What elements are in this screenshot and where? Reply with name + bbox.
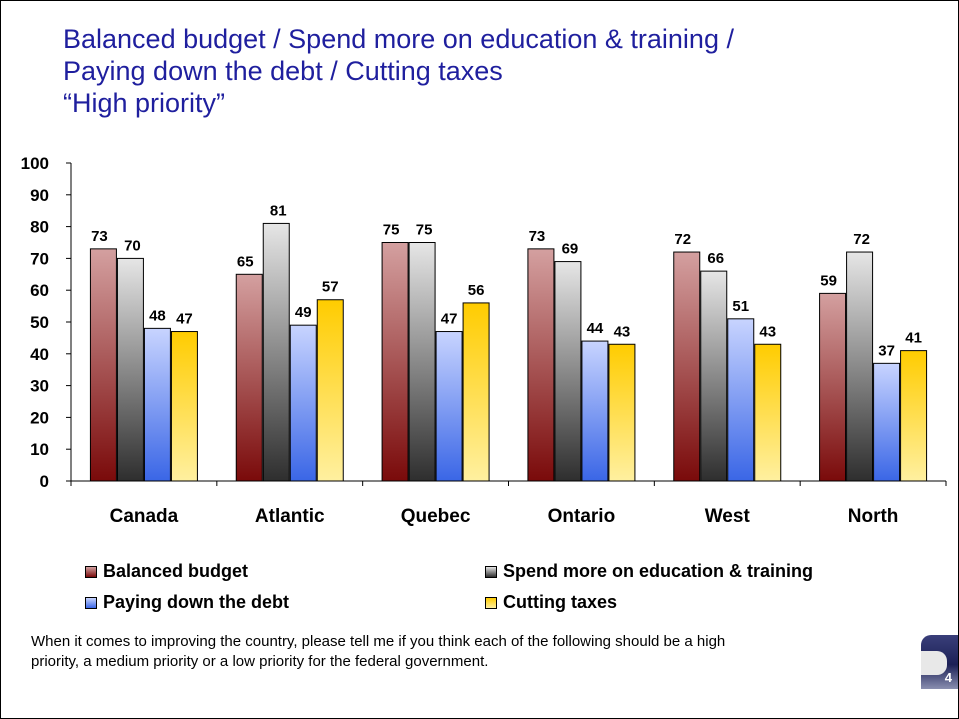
data-label-quebec-spend-more-on-education-training: 75 xyxy=(416,222,433,239)
legend-label-balanced-budget: Balanced budget xyxy=(103,561,249,581)
data-label-ontario-balanced-budget: 73 xyxy=(529,228,546,245)
category-label-ontario: Ontario xyxy=(548,506,616,527)
bar-quebec-cutting-taxes xyxy=(462,302,490,482)
data-label-canada-paying-down-the-debt: 48 xyxy=(149,307,166,324)
bar-north-cutting-taxes xyxy=(900,350,928,482)
page-number: 4 xyxy=(944,670,952,685)
bar-canada-cutting-taxes xyxy=(170,331,198,482)
category-labels: Canada Atlantic Quebec Ontario West North xyxy=(110,506,899,527)
category-label-west: West xyxy=(705,506,751,527)
y-tick-label: 90 xyxy=(30,186,49,205)
legend-item-cutting-taxes: Cutting taxes xyxy=(485,592,617,613)
data-label-west-spend-more-on-education-training: 66 xyxy=(707,250,724,267)
legend-item-paying-debt: Paying down the debt xyxy=(85,592,289,613)
title-line-3: “High priority” xyxy=(63,88,226,118)
category-label-atlantic: Atlantic xyxy=(255,506,325,527)
bar-west-spend-more-on-education-training xyxy=(700,270,728,482)
data-label-west-balanced-budget: 72 xyxy=(674,231,691,248)
bar-quebec-balanced-budget xyxy=(381,242,409,482)
bar-north-balanced-budget xyxy=(819,292,847,482)
title-line-1: Balanced budget / Spend more on educatio… xyxy=(63,24,734,54)
bar-atlantic-balanced-budget xyxy=(235,273,263,482)
y-tick-label: 20 xyxy=(30,408,49,427)
y-tick-label: 100 xyxy=(21,154,49,173)
legend-item-education: Spend more on education & training xyxy=(485,561,813,582)
data-label-canada-spend-more-on-education-training: 70 xyxy=(124,237,141,254)
survey-question-footnote: When it comes to improving the country, … xyxy=(31,633,726,670)
data-labels: 73 70 48 47 65 81 49 57 75 75 47 56 73 69 44 43 72 66 51 43… xyxy=(91,202,922,359)
bar-canada-paying-down-the-debt xyxy=(143,327,171,482)
y-tick-label: 30 xyxy=(30,377,49,396)
bar-atlantic-cutting-taxes xyxy=(316,299,344,482)
title-line-2: Paying down the debt / Cutting taxes xyxy=(63,56,503,86)
legend-swatch-education xyxy=(485,565,497,578)
data-label-north-balanced-budget: 59 xyxy=(820,272,837,289)
bar-ontario-cutting-taxes xyxy=(608,343,636,482)
bar-ontario-paying-down-the-debt xyxy=(581,340,609,482)
legend-label-education: Spend more on education & training xyxy=(503,561,814,581)
y-tick-label: 40 xyxy=(30,345,49,364)
data-label-canada-balanced-budget: 73 xyxy=(91,228,108,245)
legend-label-cutting-taxes: Cutting taxes xyxy=(503,592,618,612)
bar-quebec-paying-down-the-debt xyxy=(435,331,463,482)
slide-title: Balanced budget / Spend more on educatio… xyxy=(63,23,923,119)
y-tick-label: 60 xyxy=(30,281,49,300)
data-label-quebec-paying-down-the-debt: 47 xyxy=(441,311,458,328)
legend-item-balanced-budget: Balanced budget xyxy=(85,561,248,582)
bar-west-paying-down-the-debt xyxy=(727,318,755,482)
bars xyxy=(89,222,928,482)
bar-north-spend-more-on-education-training xyxy=(846,251,874,482)
bar-atlantic-paying-down-the-debt xyxy=(289,324,317,482)
data-label-canada-cutting-taxes: 47 xyxy=(176,311,193,328)
bar-atlantic-spend-more-on-education-training xyxy=(262,222,290,482)
bar-north-paying-down-the-debt xyxy=(873,362,901,482)
data-label-atlantic-spend-more-on-education-training: 81 xyxy=(270,202,287,219)
y-tick-label: 10 xyxy=(30,440,49,459)
legend-swatch-cutting-taxes xyxy=(485,596,497,609)
y-axis: 0 10 20 30 40 50 60 70 80 90 100 xyxy=(21,154,72,491)
data-label-atlantic-paying-down-the-debt: 49 xyxy=(295,304,312,321)
data-label-ontario-cutting-taxes: 43 xyxy=(614,323,631,340)
category-label-canada: Canada xyxy=(110,506,179,527)
page-number-badge: 4 xyxy=(921,635,958,689)
data-label-west-cutting-taxes: 43 xyxy=(759,323,776,340)
data-label-ontario-spend-more-on-education-training: 69 xyxy=(562,241,579,258)
y-tick-label: 0 xyxy=(40,472,49,491)
bar-quebec-spend-more-on-education-training xyxy=(408,242,436,482)
category-label-north: North xyxy=(848,506,899,527)
legend-label-paying-debt: Paying down the debt xyxy=(103,592,290,612)
data-label-north-cutting-taxes: 41 xyxy=(905,330,922,347)
data-label-quebec-cutting-taxes: 56 xyxy=(468,282,485,299)
y-tick-label: 70 xyxy=(30,249,49,268)
legend-swatch-balanced-budget xyxy=(85,565,97,578)
data-label-north-spend-more-on-education-training: 72 xyxy=(853,231,870,248)
bar-ontario-spend-more-on-education-training xyxy=(554,261,582,482)
x-axis xyxy=(70,480,947,486)
data-label-north-paying-down-the-debt: 37 xyxy=(878,342,895,359)
y-tick-label: 50 xyxy=(30,313,49,332)
data-label-ontario-paying-down-the-debt: 44 xyxy=(587,320,604,337)
bar-canada-balanced-budget xyxy=(89,248,117,482)
data-label-west-paying-down-the-debt: 51 xyxy=(732,298,749,315)
page-badge-accent xyxy=(921,651,947,675)
y-tick-label: 80 xyxy=(30,218,49,237)
category-label-quebec: Quebec xyxy=(401,506,471,527)
data-label-quebec-balanced-budget: 75 xyxy=(383,222,400,239)
data-label-atlantic-balanced-budget: 65 xyxy=(237,253,254,270)
bar-west-cutting-taxes xyxy=(754,343,782,482)
data-label-atlantic-cutting-taxes: 57 xyxy=(322,279,339,296)
legend-swatch-paying-debt xyxy=(85,596,97,609)
bar-ontario-balanced-budget xyxy=(527,248,555,482)
bar-canada-spend-more-on-education-training xyxy=(116,257,144,482)
bar-west-balanced-budget xyxy=(673,251,701,482)
